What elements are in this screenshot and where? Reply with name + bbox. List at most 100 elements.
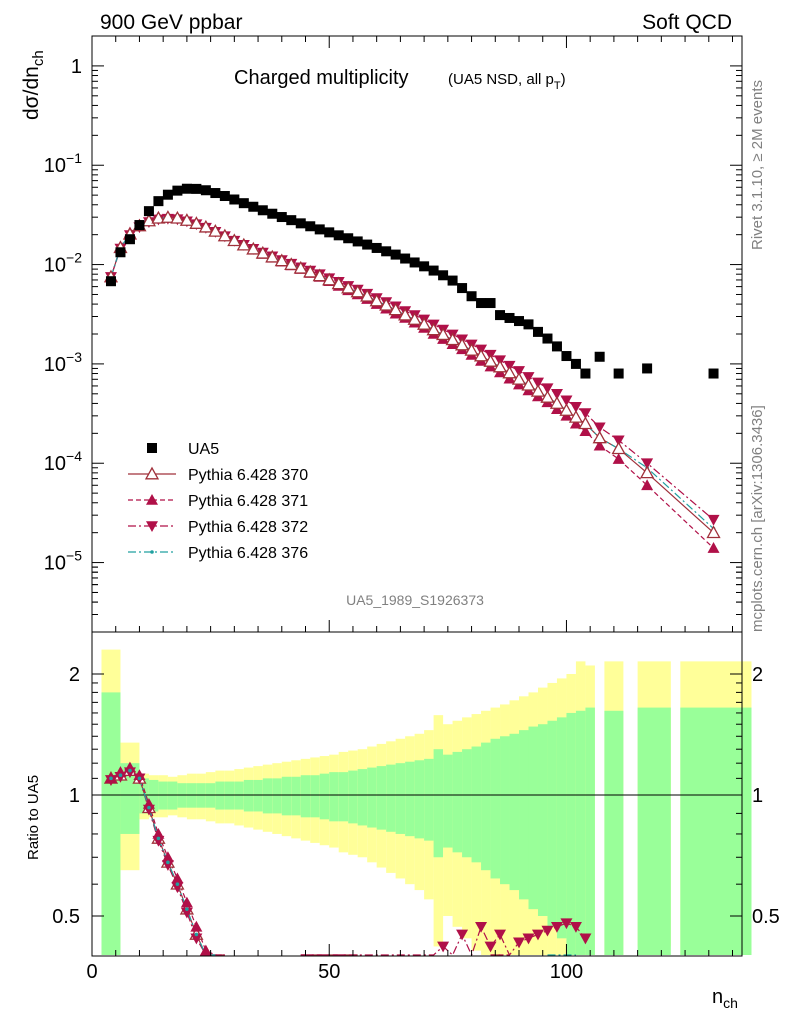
stat-uncertainty-band [433, 749, 444, 858]
data-point [492, 359, 508, 373]
data-point [419, 261, 430, 272]
data-point [523, 319, 534, 330]
data-point [407, 312, 422, 325]
data-point [171, 882, 184, 894]
data-point [569, 417, 582, 429]
data-point [161, 860, 174, 871]
data-point [137, 776, 142, 781]
data-point [579, 933, 592, 945]
data-point [147, 443, 157, 453]
data-point [219, 191, 230, 202]
stat-uncertainty-band [262, 778, 273, 814]
data-point [175, 882, 180, 886]
data-point [409, 257, 420, 268]
data-point [150, 550, 154, 554]
stat-uncertainty-band [547, 720, 557, 927]
data-point [417, 317, 432, 330]
data-point [180, 907, 193, 919]
stat-uncertainty-band [637, 707, 671, 955]
y-axis-label: dσ/dnch [20, 50, 47, 120]
data-point [333, 230, 344, 241]
data-point [350, 284, 365, 298]
data-point [593, 439, 606, 451]
data-point [303, 264, 318, 278]
data-point [312, 268, 327, 282]
main-plot: 10−5 10−4 10−3 10−2 10−1 1 Charged multiplici… [20, 35, 743, 633]
analysis-tag: UA5_1989_S1926373 [346, 592, 484, 608]
data-point [274, 253, 289, 267]
data-point [104, 775, 117, 786]
data-point [142, 804, 155, 816]
data-point [454, 337, 470, 351]
data-point [522, 372, 535, 383]
data-point [114, 771, 127, 783]
stat-uncertainty-band [405, 761, 415, 837]
data-point [143, 206, 154, 217]
data-point [185, 907, 189, 911]
stat-uncertainty-band [604, 710, 624, 955]
data-point [495, 310, 506, 321]
stat-uncertainty-band [585, 707, 595, 955]
stat-uncertainty-band [680, 707, 752, 955]
data-point [398, 307, 413, 321]
data-point [476, 298, 487, 309]
data-point [153, 196, 164, 207]
legend-label: Pythia 6.428 371 [188, 493, 308, 510]
data-point [483, 354, 498, 367]
data-point [513, 366, 526, 377]
data-point [118, 773, 123, 778]
data-point [611, 441, 626, 455]
legend-label: Pythia 6.428 376 [188, 545, 308, 562]
stat-uncertainty-band [319, 773, 330, 820]
data-point [445, 332, 460, 346]
data-point [257, 205, 268, 216]
data-point [560, 918, 573, 930]
stat-uncertainty-band [490, 738, 501, 879]
data-point [208, 224, 223, 237]
data-point [229, 194, 240, 205]
header-left: 900 GeV ppbar [100, 11, 242, 34]
header-right: Soft QCD [642, 11, 732, 34]
data-point [388, 302, 403, 316]
ratio-tick-label: 0.5 [52, 906, 80, 928]
data-point [400, 253, 411, 264]
data-point [352, 236, 363, 247]
data-point [514, 316, 525, 327]
data-point [246, 241, 261, 255]
stat-uncertainty-band [158, 781, 168, 810]
x-axis-label: nch [712, 986, 738, 1011]
stat-uncertainty-band [348, 770, 358, 824]
stat-uncertainty-band [500, 736, 510, 885]
data-point [428, 265, 439, 276]
y-tick-label: 10−1 [44, 150, 82, 177]
data-point [466, 291, 477, 302]
stat-uncertainty-band [376, 766, 387, 830]
data-point [305, 221, 316, 232]
data-point [171, 872, 184, 884]
data-point [371, 242, 382, 253]
y-tick-label: 1 [71, 56, 82, 78]
stat-uncertainty-band [566, 712, 576, 955]
data-point [362, 239, 373, 250]
data-point [146, 494, 158, 505]
data-point [457, 283, 468, 294]
data-point [579, 408, 592, 420]
data-point [265, 249, 280, 263]
data-point [190, 933, 203, 945]
stat-uncertainty-band [338, 772, 349, 822]
main-plot-frame [91, 35, 743, 633]
y-tick-label: 10−2 [44, 250, 82, 277]
data-point [162, 189, 173, 200]
data-point [550, 922, 563, 933]
data-point [531, 377, 544, 389]
data-point [541, 925, 554, 937]
data-point [190, 920, 203, 932]
data-point [707, 542, 720, 553]
data-point [456, 929, 469, 941]
data-point [115, 247, 126, 258]
stat-uncertainty-band [424, 758, 434, 841]
stat-uncertainty-band [414, 760, 425, 839]
stat-uncertainty-band [224, 781, 235, 810]
data-point [124, 234, 135, 245]
data-point [532, 326, 543, 337]
